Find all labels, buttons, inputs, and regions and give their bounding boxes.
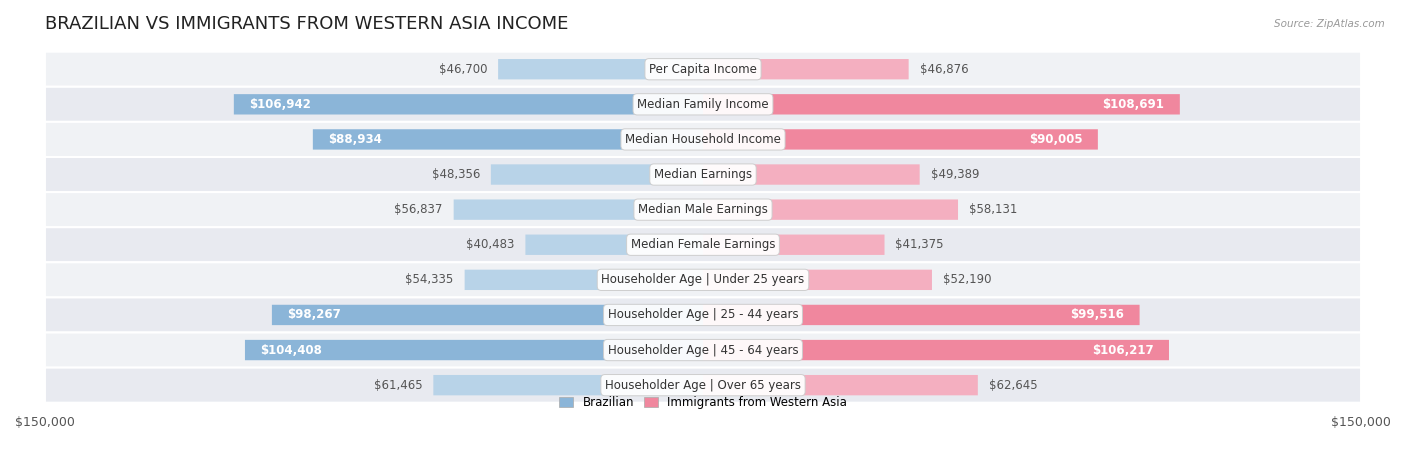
Text: $88,934: $88,934 bbox=[328, 133, 382, 146]
Text: $90,005: $90,005 bbox=[1029, 133, 1083, 146]
FancyBboxPatch shape bbox=[45, 192, 1361, 227]
Text: Median Female Earnings: Median Female Earnings bbox=[631, 238, 775, 251]
Text: $104,408: $104,408 bbox=[260, 344, 322, 356]
Legend: Brazilian, Immigrants from Western Asia: Brazilian, Immigrants from Western Asia bbox=[555, 393, 851, 413]
FancyBboxPatch shape bbox=[45, 297, 1361, 333]
Text: $46,876: $46,876 bbox=[920, 63, 969, 76]
FancyBboxPatch shape bbox=[45, 157, 1361, 192]
FancyBboxPatch shape bbox=[703, 375, 977, 396]
Text: $54,335: $54,335 bbox=[405, 273, 454, 286]
Text: $98,267: $98,267 bbox=[287, 308, 342, 321]
Text: Householder Age | Under 25 years: Householder Age | Under 25 years bbox=[602, 273, 804, 286]
Text: $58,131: $58,131 bbox=[969, 203, 1018, 216]
FancyBboxPatch shape bbox=[703, 305, 1140, 325]
FancyBboxPatch shape bbox=[45, 87, 1361, 122]
Text: Median Earnings: Median Earnings bbox=[654, 168, 752, 181]
Text: $106,217: $106,217 bbox=[1092, 344, 1154, 356]
Text: $48,356: $48,356 bbox=[432, 168, 479, 181]
Text: $108,691: $108,691 bbox=[1102, 98, 1164, 111]
Text: $49,389: $49,389 bbox=[931, 168, 979, 181]
FancyBboxPatch shape bbox=[45, 333, 1361, 368]
FancyBboxPatch shape bbox=[433, 375, 703, 396]
Text: Median Family Income: Median Family Income bbox=[637, 98, 769, 111]
Text: Median Male Earnings: Median Male Earnings bbox=[638, 203, 768, 216]
FancyBboxPatch shape bbox=[491, 164, 703, 185]
Text: $99,516: $99,516 bbox=[1070, 308, 1125, 321]
Text: $56,837: $56,837 bbox=[394, 203, 443, 216]
Text: Median Household Income: Median Household Income bbox=[626, 133, 780, 146]
Text: $46,700: $46,700 bbox=[439, 63, 486, 76]
FancyBboxPatch shape bbox=[703, 164, 920, 185]
Text: $52,190: $52,190 bbox=[943, 273, 991, 286]
Text: Householder Age | 45 - 64 years: Householder Age | 45 - 64 years bbox=[607, 344, 799, 356]
FancyBboxPatch shape bbox=[45, 227, 1361, 262]
FancyBboxPatch shape bbox=[45, 368, 1361, 403]
Text: Householder Age | 25 - 44 years: Householder Age | 25 - 44 years bbox=[607, 308, 799, 321]
FancyBboxPatch shape bbox=[454, 199, 703, 220]
FancyBboxPatch shape bbox=[314, 129, 703, 149]
Text: Per Capita Income: Per Capita Income bbox=[650, 63, 756, 76]
FancyBboxPatch shape bbox=[45, 122, 1361, 157]
FancyBboxPatch shape bbox=[703, 199, 957, 220]
Text: BRAZILIAN VS IMMIGRANTS FROM WESTERN ASIA INCOME: BRAZILIAN VS IMMIGRANTS FROM WESTERN ASI… bbox=[45, 15, 568, 33]
FancyBboxPatch shape bbox=[45, 262, 1361, 297]
Text: $41,375: $41,375 bbox=[896, 238, 943, 251]
Text: $61,465: $61,465 bbox=[374, 379, 422, 392]
FancyBboxPatch shape bbox=[703, 59, 908, 79]
FancyBboxPatch shape bbox=[271, 305, 703, 325]
FancyBboxPatch shape bbox=[464, 269, 703, 290]
FancyBboxPatch shape bbox=[233, 94, 703, 114]
FancyBboxPatch shape bbox=[703, 340, 1168, 360]
FancyBboxPatch shape bbox=[498, 59, 703, 79]
FancyBboxPatch shape bbox=[703, 94, 1180, 114]
FancyBboxPatch shape bbox=[45, 52, 1361, 87]
FancyBboxPatch shape bbox=[703, 269, 932, 290]
Text: $40,483: $40,483 bbox=[465, 238, 515, 251]
Text: $106,942: $106,942 bbox=[249, 98, 311, 111]
FancyBboxPatch shape bbox=[703, 129, 1098, 149]
Text: $62,645: $62,645 bbox=[988, 379, 1038, 392]
FancyBboxPatch shape bbox=[245, 340, 703, 360]
FancyBboxPatch shape bbox=[703, 234, 884, 255]
Text: Source: ZipAtlas.com: Source: ZipAtlas.com bbox=[1274, 19, 1385, 28]
Text: Householder Age | Over 65 years: Householder Age | Over 65 years bbox=[605, 379, 801, 392]
FancyBboxPatch shape bbox=[526, 234, 703, 255]
